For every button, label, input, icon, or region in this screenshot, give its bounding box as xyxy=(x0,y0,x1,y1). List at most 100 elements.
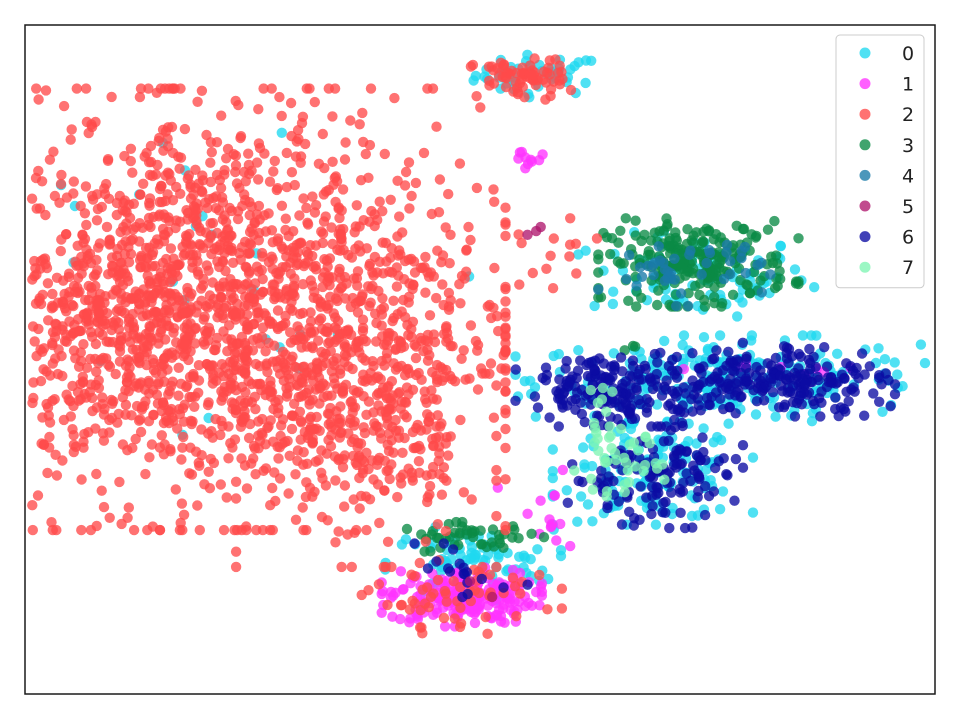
data-point xyxy=(500,377,511,388)
data-point xyxy=(701,392,713,404)
data-point xyxy=(470,70,481,82)
data-point xyxy=(110,368,121,380)
data-point xyxy=(286,167,298,178)
data-point xyxy=(244,168,255,180)
data-point xyxy=(704,247,716,259)
data-point xyxy=(390,344,401,355)
data-point xyxy=(325,346,336,357)
data-point xyxy=(368,474,379,485)
data-point xyxy=(607,298,619,310)
data-point xyxy=(311,411,322,423)
data-point xyxy=(461,567,472,578)
data-point xyxy=(593,445,604,456)
data-point xyxy=(618,258,629,269)
data-point xyxy=(665,425,677,436)
data-point xyxy=(123,368,134,380)
data-point xyxy=(181,205,192,216)
data-point xyxy=(432,519,443,530)
data-point xyxy=(180,230,192,241)
data-point xyxy=(889,357,900,368)
data-point xyxy=(403,389,414,400)
data-point xyxy=(463,604,474,615)
data-point xyxy=(87,405,98,417)
data-point xyxy=(216,110,227,121)
data-point xyxy=(723,346,734,357)
data-point xyxy=(221,333,233,344)
data-point xyxy=(551,535,562,546)
data-point xyxy=(445,229,456,240)
data-point xyxy=(477,539,488,550)
data-point xyxy=(400,166,412,178)
data-point xyxy=(394,211,405,222)
data-point xyxy=(357,107,368,119)
data-point xyxy=(431,421,442,432)
data-point xyxy=(491,475,502,486)
data-point xyxy=(624,370,636,381)
data-point xyxy=(251,261,263,272)
data-point xyxy=(579,416,590,428)
data-point xyxy=(519,92,530,103)
data-point xyxy=(575,491,587,502)
data-point xyxy=(666,487,677,498)
data-point xyxy=(327,272,338,283)
data-point xyxy=(98,435,110,446)
data-point xyxy=(653,241,664,252)
data-point xyxy=(196,424,207,435)
data-point xyxy=(285,354,297,366)
data-point xyxy=(302,432,314,444)
data-point xyxy=(334,212,345,224)
data-point xyxy=(317,281,328,293)
data-point xyxy=(464,576,476,587)
data-point xyxy=(665,398,676,409)
data-point xyxy=(502,67,514,79)
data-point xyxy=(165,446,176,457)
data-point xyxy=(454,158,466,169)
data-point xyxy=(454,528,465,539)
data-point xyxy=(185,250,196,261)
data-point xyxy=(240,236,251,247)
data-point xyxy=(534,569,545,581)
data-point xyxy=(127,167,138,178)
data-point xyxy=(309,207,321,218)
data-point xyxy=(661,375,672,386)
data-point xyxy=(808,395,819,407)
data-point xyxy=(730,453,742,465)
data-point xyxy=(27,524,38,536)
data-point xyxy=(300,138,311,150)
data-point xyxy=(401,523,413,535)
data-point xyxy=(343,361,354,372)
data-point xyxy=(565,213,576,224)
data-point xyxy=(678,477,689,488)
data-point xyxy=(253,235,264,246)
data-point xyxy=(55,245,66,257)
data-point xyxy=(692,492,703,503)
data-point xyxy=(38,439,50,450)
data-point xyxy=(73,260,84,271)
data-point xyxy=(174,163,185,174)
scatter-points xyxy=(26,49,931,639)
data-point xyxy=(864,361,875,372)
data-point xyxy=(740,267,751,279)
data-point xyxy=(500,281,511,293)
data-point xyxy=(406,190,417,202)
data-point xyxy=(351,273,363,284)
data-point xyxy=(146,296,157,308)
data-point xyxy=(271,184,282,196)
data-point xyxy=(212,312,223,323)
data-point xyxy=(250,469,261,480)
data-point xyxy=(527,267,538,279)
data-point xyxy=(221,492,232,503)
data-point xyxy=(292,321,303,332)
data-point xyxy=(123,257,135,268)
data-point xyxy=(51,319,62,330)
data-point xyxy=(692,393,703,404)
data-point xyxy=(572,516,583,527)
data-point xyxy=(230,307,242,318)
data-point xyxy=(339,154,351,165)
data-point xyxy=(633,374,645,385)
data-point xyxy=(286,423,298,435)
data-point xyxy=(630,215,641,226)
data-point xyxy=(604,421,615,432)
data-point xyxy=(685,245,696,256)
data-point xyxy=(251,209,263,220)
